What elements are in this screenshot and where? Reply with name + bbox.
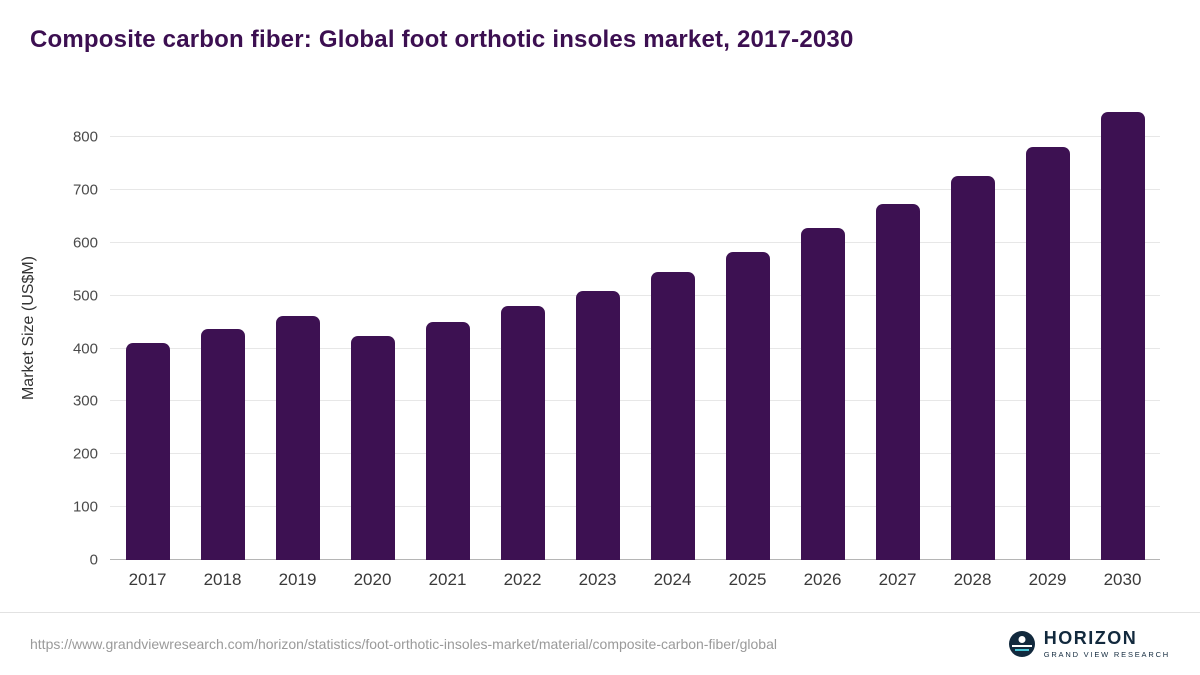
y-tick-label: 400 [72, 340, 98, 358]
gridline [110, 189, 1160, 191]
bar-2022 [500, 306, 545, 560]
gridline [110, 294, 1160, 296]
x-tick-label: 2026 [803, 570, 842, 589]
x-tick-label: 2023 [578, 570, 617, 589]
bar-2017 [125, 343, 170, 560]
bar-2020 [350, 336, 395, 560]
bar-column [860, 95, 935, 560]
chart-title: Composite carbon fiber: Global foot orth… [30, 26, 854, 53]
bar-column [110, 95, 185, 560]
bar-2029 [1025, 146, 1070, 560]
bars-layer [110, 95, 1160, 560]
horizon-logo: HORIZON GRAND VIEW RESEARCH [1008, 627, 1170, 659]
bar-2028 [950, 176, 995, 560]
bar-column [1085, 95, 1160, 560]
gridline [110, 400, 1160, 402]
bar-2018 [200, 329, 245, 560]
bar-2021 [425, 322, 470, 560]
bar-column [1010, 95, 1085, 560]
logo-subtitle: GRAND VIEW RESEARCH [1043, 649, 1170, 659]
x-tick-label: 2025 [728, 570, 767, 589]
bar-column [485, 95, 560, 560]
bar-2025 [725, 251, 770, 560]
plot-area: 0 100 200 300 400 500 600 700 800 2017 2018 2019 20… [73, 95, 1160, 589]
bar-column [260, 95, 335, 560]
bar-2019 [275, 316, 320, 560]
y-tick-label: 0 [89, 551, 98, 569]
x-tick-label: 2028 [953, 570, 992, 589]
gridline [110, 506, 1160, 508]
x-tick-label: 2017 [128, 570, 167, 589]
logo-water-line-icon [1014, 648, 1029, 651]
x-tick-label: 2020 [353, 570, 392, 589]
bar-column [185, 95, 260, 560]
footer: https://www.grandviewresearch.com/horizo… [0, 612, 1200, 675]
x-tick-label: 2030 [1103, 570, 1142, 589]
bar-column [785, 95, 860, 560]
horizon-logo-icon [1008, 630, 1035, 657]
x-tick-label: 2021 [428, 570, 467, 589]
gridline [110, 453, 1160, 455]
y-tick-label: 100 [72, 498, 98, 516]
y-tick-label: 300 [72, 392, 98, 410]
x-tick-label: 2029 [1028, 570, 1067, 589]
bar-2023 [575, 290, 620, 560]
gridline [110, 136, 1160, 138]
logo-text: HORIZON GRAND VIEW RESEARCH [1043, 627, 1170, 659]
bar-2027 [875, 203, 920, 560]
y-tick-label: 600 [72, 234, 98, 252]
x-tick-label: 2018 [203, 570, 242, 589]
bar-column [410, 95, 485, 560]
x-tick-label: 2027 [878, 570, 917, 589]
bar-column [710, 95, 785, 560]
y-tick-label: 200 [72, 445, 98, 463]
y-tick-label: 700 [72, 181, 98, 199]
bar-column [635, 95, 710, 560]
gridline [110, 347, 1160, 349]
logo-sun-icon [1018, 635, 1026, 643]
x-tick-label: 2024 [653, 570, 692, 589]
y-tick-label: 500 [72, 287, 98, 305]
x-tick-label: 2022 [503, 570, 542, 589]
x-axis-labels: 2017 2018 2019 2020 2021 2022 2023 2024 2025 2026… [110, 570, 1160, 590]
logo-name: HORIZON [1043, 627, 1138, 648]
bar-column [935, 95, 1010, 560]
bar-2024 [650, 271, 695, 560]
bar-column [335, 95, 410, 560]
logo-horizon-line-icon [1011, 644, 1032, 647]
bar-2030 [1100, 111, 1145, 560]
y-axis-title: Market Size (US$M) [14, 95, 44, 560]
bar-column [560, 95, 635, 560]
bar-2026 [800, 228, 845, 560]
gridline [110, 559, 1160, 560]
y-tick-label: 800 [72, 128, 98, 146]
gridline [110, 241, 1160, 243]
source-url: https://www.grandviewresearch.com/horizo… [30, 636, 777, 652]
y-axis-title-text: Market Size (US$M) [20, 255, 37, 400]
x-tick-label: 2019 [278, 570, 317, 589]
